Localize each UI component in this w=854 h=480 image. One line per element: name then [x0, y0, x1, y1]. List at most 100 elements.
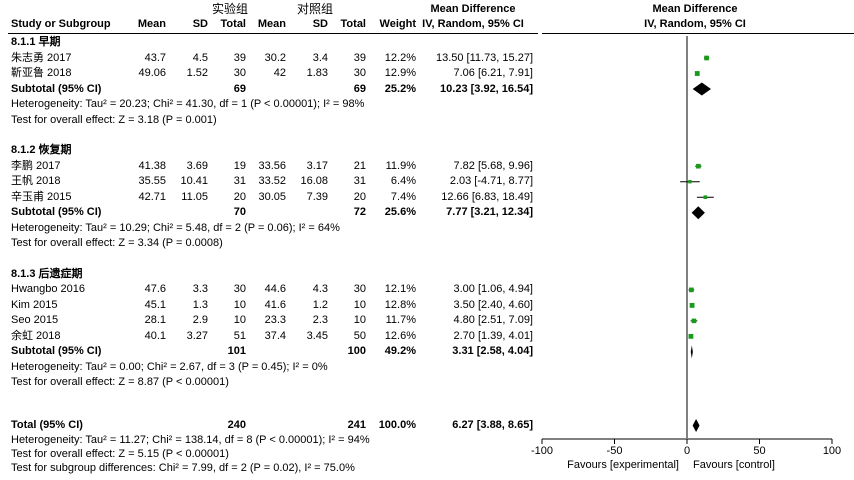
subtotal-label: Subtotal (95% CI) — [11, 206, 102, 219]
x-tick-label: 50 — [753, 445, 766, 457]
study-name: 李鹏 2017 — [11, 159, 61, 172]
total-e-total: 240 — [227, 419, 246, 431]
control-group-header: 对照组 — [296, 2, 333, 16]
subtotal-e-total: 101 — [227, 345, 246, 358]
md-method-header: IV, Random, 95% CI — [422, 18, 524, 30]
study-e-total: 39 — [233, 51, 246, 64]
study-square-7 — [691, 318, 697, 324]
study-c-mean: 37.4 — [264, 329, 286, 342]
study-e-mean: 41.38 — [138, 159, 166, 172]
study-e-mean: 49.06 — [138, 67, 166, 79]
subtotal-diamond-2 — [690, 345, 693, 359]
study-name: Hwangbo 2016 — [11, 283, 86, 296]
subtotal-diamond-1 — [691, 206, 705, 220]
subtotal-ci: 3.31 [2.58, 4.04] — [452, 345, 533, 358]
study-weight: 6.4% — [390, 175, 416, 188]
exp-mean-header: Mean — [137, 18, 166, 30]
subtotal-weight: 25.6% — [384, 206, 416, 219]
study-c-mean: 30.05 — [258, 190, 286, 203]
study-e-sd: 3.69 — [186, 159, 208, 172]
subtotal-ci: 10.23 [3.92, 16.54] — [440, 82, 533, 95]
study-e-sd: 1.52 — [186, 67, 208, 79]
study-c-mean: 33.52 — [258, 175, 286, 188]
study-ci-text: 3.50 [2.40, 4.60] — [453, 298, 533, 311]
study-c-total: 21 — [353, 159, 366, 172]
study-e-total: 10 — [233, 298, 246, 311]
x-tick-label: 100 — [822, 445, 842, 457]
study-weight: 12.8% — [384, 298, 416, 311]
weight-header: Weight — [379, 18, 416, 30]
subtotal-ci: 7.77 [3.21, 12.34] — [446, 206, 533, 219]
study-e-mean: 47.6 — [144, 283, 166, 296]
study-c-sd: 2.3 — [312, 314, 328, 327]
study-name: 王帆 2018 — [11, 175, 61, 188]
study-weight: 12.1% — [384, 283, 416, 296]
x-tick-label: 0 — [683, 445, 691, 457]
heterogeneity-text: Heterogeneity: Tau² = 0.00; Chi² = 2.67,… — [11, 360, 328, 373]
study-c-total: 31 — [353, 175, 366, 188]
plot-column-title: Mean Difference — [652, 3, 738, 15]
study-name: 靳亚鲁 2018 — [11, 67, 72, 79]
overall-effect-text: Test for overall effect: Z = 3.34 (P = 0… — [11, 237, 223, 250]
study-c-sd: 7.39 — [306, 190, 328, 203]
total-heterogeneity-text: Heterogeneity: Tau² = 11.27; Chi² = 138.… — [11, 434, 370, 446]
subtotal-weight: 49.2% — [384, 345, 416, 358]
x-tick-label: -50 — [606, 445, 623, 457]
total-overall-effect-text: Test for overall effect: Z = 5.15 (P < 0… — [11, 448, 229, 460]
study-c-total: 39 — [353, 51, 366, 64]
study-ci-text: 4.80 [2.51, 7.09] — [453, 314, 533, 327]
study-e-total: 10 — [233, 314, 246, 327]
study-weight: 11.9% — [385, 159, 416, 172]
study-weight: 7.4% — [390, 190, 416, 203]
subtotal-c-total: 72 — [353, 206, 366, 219]
study-e-total: 30 — [233, 67, 246, 79]
study-e-mean: 45.1 — [144, 298, 166, 311]
study-ci-text: 7.82 [5.68, 9.96] — [453, 159, 533, 172]
total-diamond — [692, 419, 700, 432]
total-ci: 6.27 [3.88, 8.65] — [452, 419, 533, 431]
heterogeneity-text: Heterogeneity: Tau² = 20.23; Chi² = 41.3… — [11, 98, 365, 110]
study-e-mean: 42.71 — [138, 190, 166, 203]
study-c-total: 20 — [353, 190, 366, 203]
study-ci-text: 2.70 [1.39, 4.01] — [453, 329, 533, 342]
subtotal-diamond-0 — [692, 82, 711, 96]
subgroup-title: 8.1.2 恢复期 — [11, 144, 72, 157]
total-c-total: 241 — [347, 419, 366, 431]
study-c-total: 10 — [353, 298, 366, 311]
subtotal-label: Subtotal (95% CI) — [11, 82, 102, 95]
md-column-title: Mean Difference — [430, 3, 516, 15]
study-e-mean: 35.55 — [138, 175, 166, 188]
study-c-sd: 1.83 — [306, 67, 328, 79]
study-name: 辛玉甫 2015 — [11, 190, 72, 203]
study-c-mean: 33.56 — [258, 159, 286, 172]
study-ci-text: 13.50 [11.73, 15.27] — [435, 51, 533, 64]
study-column-header: Study or Subgroup — [11, 18, 111, 30]
favours-control-label: Favours [control] — [693, 459, 775, 471]
study-ci-text: 2.03 [-4.71, 8.77] — [449, 175, 533, 188]
study-e-sd: 10.41 — [180, 175, 208, 188]
study-e-total: 20 — [233, 190, 246, 203]
ctrl-total-header: Total — [340, 18, 366, 30]
study-e-total: 31 — [233, 175, 246, 188]
study-weight: 12.6% — [384, 329, 416, 342]
study-square-4 — [703, 195, 708, 200]
heterogeneity-text: Heterogeneity: Tau² = 10.29; Chi² = 5.48… — [11, 221, 340, 234]
study-e-total: 19 — [233, 159, 246, 172]
study-square-2 — [696, 163, 701, 169]
study-c-sd: 3.17 — [306, 159, 328, 172]
study-c-total: 30 — [353, 67, 366, 79]
study-square-0 — [704, 55, 709, 61]
study-e-total: 30 — [233, 283, 246, 296]
total-label: Total (95% CI) — [11, 419, 83, 431]
subgroup-differences-text: Test for subgroup differences: Chi² = 7.… — [11, 462, 355, 474]
study-c-mean: 23.3 — [264, 314, 286, 327]
favours-experimental-label: Favours [experimental] — [567, 459, 679, 471]
study-square-8 — [688, 333, 694, 339]
study-weight: 12.2% — [384, 51, 416, 64]
study-e-mean: 43.7 — [144, 51, 166, 64]
subgroup-title: 8.1.3 后遗症期 — [11, 267, 83, 280]
study-ci-text: 3.00 [1.06, 4.94] — [453, 283, 533, 296]
overall-effect-text: Test for overall effect: Z = 3.18 (P = 0… — [11, 113, 217, 126]
study-e-sd: 3.3 — [192, 283, 208, 296]
